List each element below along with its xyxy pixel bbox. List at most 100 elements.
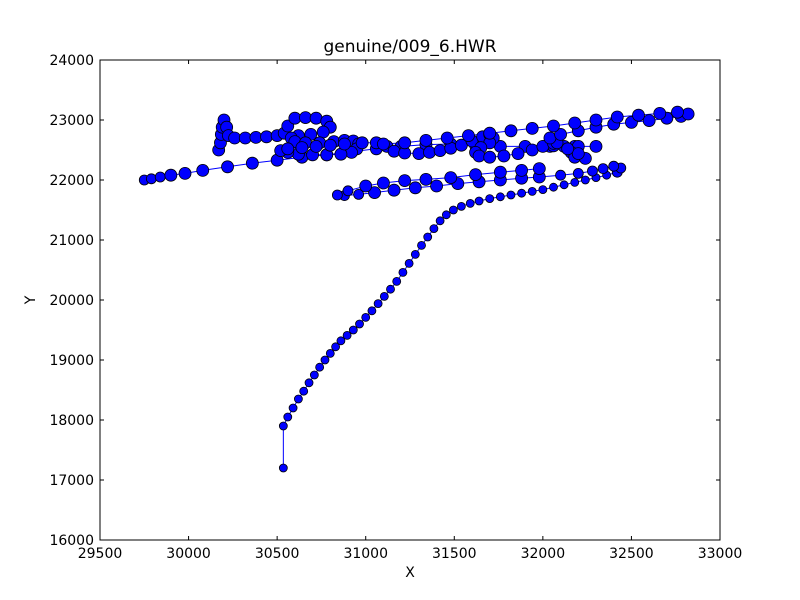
data-point: [387, 183, 401, 197]
data-point: [495, 192, 505, 202]
data-point: [549, 182, 558, 192]
data-point: [671, 105, 684, 119]
data-point: [561, 142, 575, 156]
data-point: [608, 160, 620, 172]
x-tick-label: 29500: [78, 546, 123, 562]
data-point: [456, 201, 466, 211]
data-point: [419, 172, 433, 186]
data-point: [304, 378, 314, 388]
data-point: [547, 119, 560, 133]
data-point: [610, 110, 624, 124]
data-point: [404, 258, 414, 268]
data-point: [348, 325, 358, 335]
data-point: [568, 116, 582, 130]
data-point: [398, 267, 408, 277]
data-point: [483, 126, 497, 140]
data-point: [642, 114, 656, 127]
data-point: [589, 113, 603, 127]
y-tick-label: 19000: [49, 353, 94, 369]
x-tick-label: 30500: [255, 546, 300, 562]
data-point: [435, 216, 445, 226]
data-point: [355, 319, 364, 329]
data-point: [377, 176, 390, 190]
data-point: [387, 144, 401, 158]
data-point: [288, 111, 302, 125]
data-point: [429, 224, 439, 234]
data-point: [245, 156, 259, 170]
data-point: [278, 421, 288, 431]
data-point: [419, 133, 433, 147]
data-point: [373, 299, 383, 309]
data-point: [448, 205, 458, 215]
data-point: [570, 177, 580, 187]
data-point: [398, 174, 412, 188]
data-point: [238, 131, 252, 145]
data-point: [342, 185, 354, 197]
data-point: [572, 167, 584, 179]
data-point: [555, 169, 566, 181]
data-point: [511, 147, 525, 161]
plot-area: [100, 60, 720, 540]
data-point: [423, 232, 433, 242]
data-point: [469, 168, 482, 182]
data-point: [681, 107, 695, 121]
x-tick-label: 32500: [609, 546, 654, 562]
data-point: [517, 188, 526, 198]
data-point: [315, 362, 325, 372]
data-point: [309, 111, 323, 125]
x-axis-label: X: [405, 565, 415, 581]
data-point: [571, 147, 585, 161]
data-point: [145, 173, 157, 185]
data-point: [320, 355, 330, 365]
data-point: [316, 125, 330, 139]
data-point: [465, 198, 475, 208]
data-marks: [138, 105, 695, 473]
data-point: [398, 136, 412, 150]
data-point: [331, 342, 341, 352]
x-tick-label: 31000: [343, 546, 388, 562]
data-point: [392, 276, 402, 286]
data-point: [299, 111, 312, 124]
data-point: [543, 131, 557, 145]
data-point: [309, 139, 323, 153]
x-tick-label: 31500: [432, 546, 477, 562]
data-point: [532, 162, 546, 176]
data-point: [367, 306, 377, 316]
data-point: [554, 127, 567, 141]
data-point: [331, 189, 343, 201]
data-point: [309, 370, 319, 380]
y-tick-label: 21000: [49, 233, 94, 249]
y-axis-label: Y: [23, 295, 39, 305]
data-point: [559, 180, 569, 190]
y-axis: 16000 17000 18000 19000 20000 21000 22000 23000…: [49, 53, 720, 549]
data-point: [359, 179, 373, 193]
data-point: [497, 149, 511, 163]
data-point: [278, 463, 288, 473]
x-tick-label: 30000: [166, 546, 211, 562]
data-point: [653, 107, 667, 120]
data-point: [386, 284, 395, 294]
data-point: [353, 188, 365, 200]
x-tick-label: 33000: [698, 546, 743, 562]
data-point: [325, 348, 335, 358]
data-point: [293, 394, 303, 404]
data-point: [178, 166, 192, 180]
data-point: [440, 131, 454, 145]
data-point: [433, 144, 447, 158]
y-tick-label: 22000: [49, 173, 94, 189]
data-point: [504, 124, 518, 138]
data-point: [338, 137, 351, 151]
data-point: [355, 136, 369, 150]
data-point: [196, 163, 210, 177]
data-point: [336, 336, 346, 346]
data-point: [221, 160, 234, 174]
data-point: [474, 196, 484, 206]
data-point: [260, 130, 273, 144]
data-point: [295, 141, 309, 155]
data-point: [408, 181, 422, 195]
data-point: [430, 179, 443, 193]
data-point: [342, 330, 352, 340]
data-point: [368, 186, 381, 200]
data-point: [410, 249, 420, 259]
